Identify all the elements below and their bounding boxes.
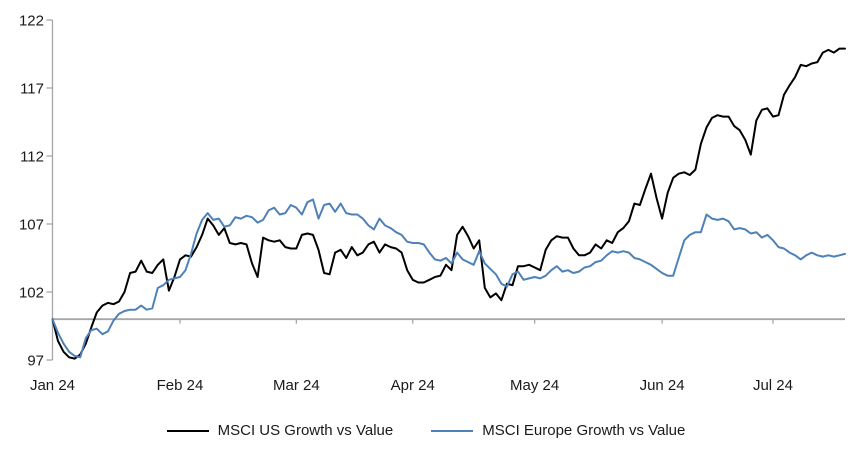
x-axis-tick-label: Jan 24 xyxy=(30,377,75,394)
x-axis-tick-label: Feb 24 xyxy=(157,377,204,394)
x-axis-tick-label: May 24 xyxy=(510,377,559,394)
y-axis-tick-label: 97 xyxy=(27,352,44,369)
axes-group: 122 117 112 107 102 97 Jan 24 Feb 24 Mar 24 Apr 2… xyxy=(19,12,845,394)
x-axis-tick-label: Mar 24 xyxy=(273,377,320,394)
series-lines-group xyxy=(51,47,846,360)
legend-label-us: MSCI US Growth vs Value xyxy=(217,422,394,439)
us-growth-vs-value-line xyxy=(51,47,846,360)
y-axis-tick-label: 117 xyxy=(20,80,44,97)
legend-item-us: MSCI US Growth vs Value xyxy=(166,422,394,439)
legend: MSCI US Growth vs Value MSCI Europe Grow… xyxy=(0,422,852,439)
europe-line-swatch-icon xyxy=(431,429,474,432)
x-axis-tick-label: Apr 24 xyxy=(391,377,435,394)
us-line-swatch-icon xyxy=(166,429,209,432)
europe-growth-vs-value-line xyxy=(51,198,846,359)
y-axis-tick-label: 112 xyxy=(20,148,44,165)
legend-label-europe: MSCI Europe Growth vs Value xyxy=(482,422,686,439)
y-axis-tick-label: 107 xyxy=(19,216,44,233)
y-axis-tick-label: 122 xyxy=(19,12,44,29)
legend-item-europe: MSCI Europe Growth vs Value xyxy=(431,422,685,439)
x-axis-tick-label: Jun 24 xyxy=(640,377,685,394)
y-axis-tick-label: 102 xyxy=(19,284,44,301)
x-axis-tick-label: Jul 24 xyxy=(753,377,793,394)
